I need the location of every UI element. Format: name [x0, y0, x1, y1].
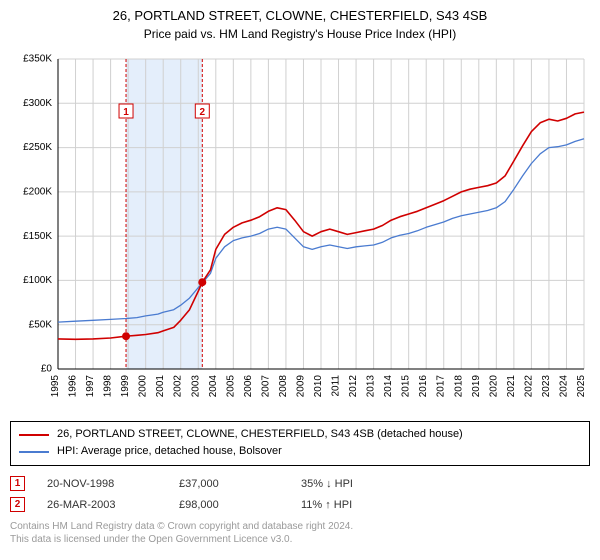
svg-text:£250K: £250K: [23, 142, 52, 153]
svg-text:2017: 2017: [436, 374, 447, 397]
event-table: 1 20-NOV-1998 £37,000 35% ↓ HPI 2 26-MAR-2003…: [10, 476, 590, 512]
svg-text:£350K: £350K: [23, 54, 52, 65]
svg-text:2004: 2004: [208, 374, 219, 397]
svg-text:2021: 2021: [506, 374, 517, 397]
svg-text:2011: 2011: [331, 374, 342, 396]
svg-text:2007: 2007: [260, 374, 271, 397]
legend-swatch: [19, 451, 49, 453]
svg-text:1999: 1999: [120, 374, 131, 397]
svg-text:2016: 2016: [418, 374, 429, 397]
svg-text:£300K: £300K: [23, 98, 52, 109]
svg-text:1998: 1998: [103, 374, 114, 397]
event-price: £98,000: [179, 499, 279, 511]
svg-text:£50K: £50K: [29, 319, 53, 330]
svg-text:2012: 2012: [348, 374, 359, 397]
legend-label: 26, PORTLAND STREET, CLOWNE, CHESTERFIEL…: [57, 426, 463, 444]
svg-text:1: 1: [123, 107, 129, 118]
svg-text:1995: 1995: [50, 374, 61, 397]
svg-text:2018: 2018: [453, 374, 464, 397]
legend-row: HPI: Average price, detached house, Bols…: [19, 443, 581, 461]
svg-text:2019: 2019: [471, 374, 482, 397]
svg-text:2009: 2009: [295, 374, 306, 397]
legend: 26, PORTLAND STREET, CLOWNE, CHESTERFIEL…: [10, 421, 590, 466]
line-chart-svg: £0 £50K £100K £150K £200K £250K £300K £350K 1995…: [10, 49, 590, 409]
footer-line-2: This data is licensed under the Open Gov…: [10, 533, 590, 546]
svg-text:2020: 2020: [488, 374, 499, 397]
svg-text:2025: 2025: [576, 374, 587, 397]
svg-text:1997: 1997: [85, 374, 96, 397]
svg-text:2000: 2000: [138, 374, 149, 397]
svg-text:2006: 2006: [243, 374, 254, 397]
svg-text:2003: 2003: [190, 374, 201, 397]
svg-text:2001: 2001: [155, 374, 166, 397]
svg-text:£100K: £100K: [23, 275, 52, 286]
svg-text:£0: £0: [41, 364, 53, 375]
svg-text:£150K: £150K: [23, 231, 52, 242]
event-date: 26-MAR-2003: [47, 499, 157, 511]
legend-label: HPI: Average price, detached house, Bols…: [57, 443, 282, 461]
svg-text:2013: 2013: [366, 374, 377, 397]
svg-text:2010: 2010: [313, 374, 324, 397]
svg-text:2015: 2015: [401, 374, 412, 397]
chart-subtitle: Price paid vs. HM Land Registry's House …: [10, 27, 590, 41]
svg-text:2005: 2005: [225, 374, 236, 397]
event-date: 20-NOV-1998: [47, 478, 157, 490]
svg-text:2008: 2008: [278, 374, 289, 397]
svg-text:2014: 2014: [383, 374, 394, 397]
event-delta: 35% ↓ HPI: [301, 478, 401, 490]
chart-area: £0 £50K £100K £150K £200K £250K £300K £350K 1995…: [10, 49, 590, 409]
event-delta: 11% ↑ HPI: [301, 499, 401, 511]
svg-text:2023: 2023: [541, 374, 552, 397]
legend-row: 26, PORTLAND STREET, CLOWNE, CHESTERFIEL…: [19, 426, 581, 444]
footer-line-1: Contains HM Land Registry data © Crown c…: [10, 520, 590, 533]
event-price: £37,000: [179, 478, 279, 490]
event-marker: 1: [10, 476, 25, 491]
svg-text:2002: 2002: [173, 374, 184, 397]
chart-container: 26, PORTLAND STREET, CLOWNE, CHESTERFIEL…: [0, 0, 600, 554]
chart-title: 26, PORTLAND STREET, CLOWNE, CHESTERFIEL…: [10, 8, 590, 25]
svg-text:2022: 2022: [523, 374, 534, 397]
svg-text:2: 2: [200, 107, 206, 118]
footer-attribution: Contains HM Land Registry data © Crown c…: [10, 520, 590, 546]
event-row: 2 26-MAR-2003 £98,000 11% ↑ HPI: [10, 497, 590, 512]
legend-swatch: [19, 434, 49, 436]
svg-text:2024: 2024: [558, 374, 569, 397]
event-marker: 2: [10, 497, 25, 512]
event-row: 1 20-NOV-1998 £37,000 35% ↓ HPI: [10, 476, 590, 491]
svg-text:1996: 1996: [68, 374, 79, 397]
svg-text:£200K: £200K: [23, 186, 52, 197]
